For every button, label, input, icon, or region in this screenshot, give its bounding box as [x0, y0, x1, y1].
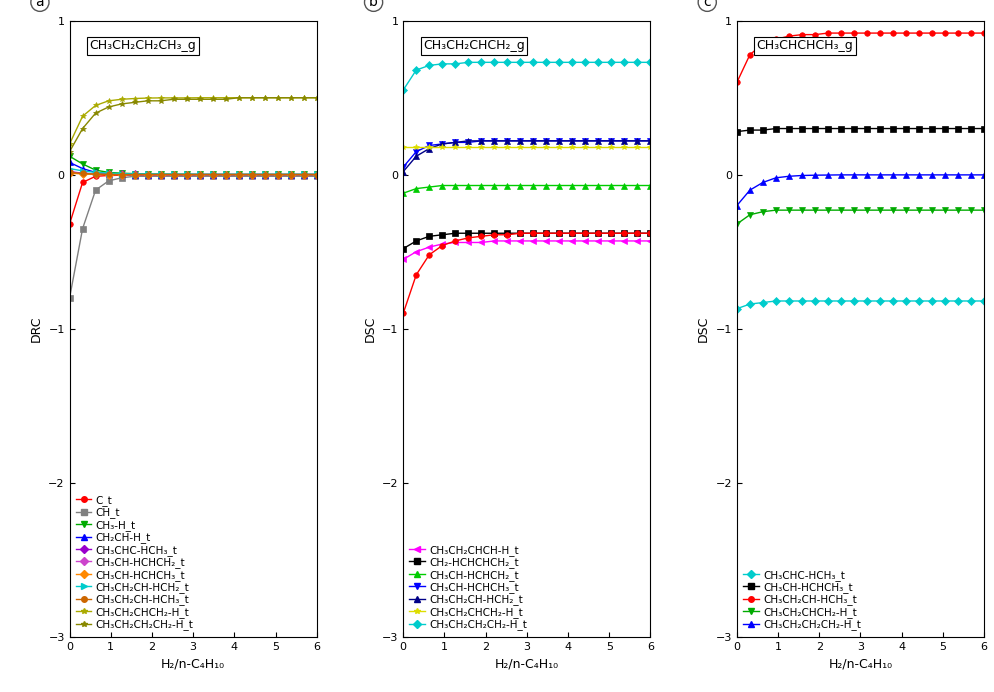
- X-axis label: H₂/n-C₄H₁₀: H₂/n-C₄H₁₀: [161, 657, 226, 670]
- X-axis label: H₂/n-C₄H₁₀: H₂/n-C₄H₁₀: [828, 657, 893, 670]
- Text: a: a: [36, 0, 45, 9]
- Text: CH₃CH₂CH₂CH₃_g: CH₃CH₂CH₂CH₃_g: [89, 39, 196, 52]
- Legend: CH₃CH₂CHCH-H_t, CH₂-HCHCHCH₂_t, CH₃CH-HCHCH₂_t, CH₃CH-HCHCH₃_t, CH₃CH₂CH-HCH₂_t,: CH₃CH₂CHCH-H_t, CH₂-HCHCHCH₂_t, CH₃CH-HC…: [409, 544, 528, 631]
- Legend: CH₃CHC-HCH₃_t, CH₃CH-HCHCH₃_t, CH₃CH₂CH-HCH₃_t, CH₃CH₂CHCH₂-H_t, CH₃CH₂CH₂CH₂-H_: CH₃CHC-HCH₃_t, CH₃CH-HCHCH₃_t, CH₃CH₂CH-…: [743, 569, 862, 631]
- Y-axis label: DSC: DSC: [364, 316, 377, 342]
- Legend: C_t, CH_t, CH₃-H_t, CH₂CH-H_t, CH₃CHC-HCH₃_t, CH₃CH-HCHCH₂_t, CH₃CH-HCHCH₃_t, CH: C_t, CH_t, CH₃-H_t, CH₂CH-H_t, CH₃CHC-HC…: [75, 494, 195, 631]
- Text: c: c: [704, 0, 711, 9]
- Text: b: b: [369, 0, 378, 9]
- Y-axis label: DSC: DSC: [697, 316, 710, 342]
- X-axis label: H₂/n-C₄H₁₀: H₂/n-C₄H₁₀: [495, 657, 559, 670]
- Text: CH₃CHCHCH₃_g: CH₃CHCHCH₃_g: [756, 39, 854, 52]
- Y-axis label: DRC: DRC: [30, 316, 43, 342]
- Text: CH₃CH₂CHCH₂_g: CH₃CH₂CHCH₂_g: [423, 39, 525, 52]
